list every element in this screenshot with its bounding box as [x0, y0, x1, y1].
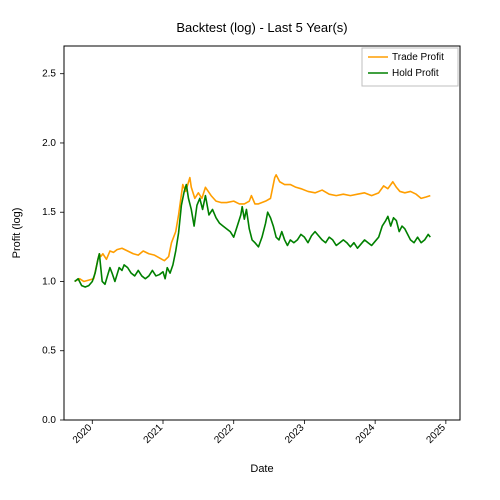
x-axis-label: Date	[250, 463, 273, 475]
xtick-label: 2025	[424, 422, 448, 446]
ytick-label: 2.0	[42, 138, 56, 149]
xtick-label: 2023	[283, 422, 307, 446]
y-axis-label: Profit (log)	[11, 208, 23, 259]
xtick-label: 2020	[71, 422, 95, 446]
backtest-chart: 0.0 0.5 1.0 1.5 2.0 2.5 2020 2021 2022 2023 2024 20…	[0, 0, 500, 500]
xtick-label: 2022	[212, 422, 236, 446]
ytick-label: 1.5	[42, 207, 56, 218]
xtick-label: 2021	[142, 422, 166, 446]
ytick-label: 0.5	[42, 346, 56, 357]
chart-svg: 0.0 0.5 1.0 1.5 2.0 2.5 2020 2021 2022 2023 2024 20…	[0, 0, 500, 500]
legend-label: Trade Profit	[392, 52, 444, 63]
chart-title: Backtest (log) - Last 5 Year(s)	[176, 20, 347, 35]
legend-label: Hold Profit	[392, 68, 439, 79]
ytick-label: 0.0	[42, 415, 56, 426]
xtick-label: 2024	[354, 422, 378, 446]
ytick-label: 2.5	[42, 69, 56, 80]
ytick-label: 1.0	[42, 276, 56, 287]
plot-area	[64, 46, 460, 420]
